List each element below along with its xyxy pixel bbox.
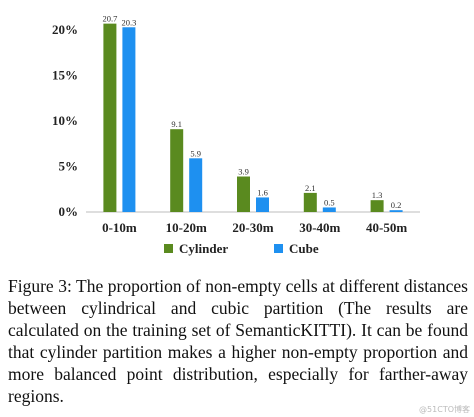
bar-cylinder bbox=[303, 192, 317, 212]
x-tick-label: 40-50m bbox=[366, 220, 407, 235]
bar-cylinder bbox=[237, 176, 250, 212]
y-tick-label: 20% bbox=[52, 22, 78, 37]
data-label: 5.9 bbox=[190, 148, 201, 158]
y-tick-label: 0% bbox=[59, 204, 79, 219]
bar-cube bbox=[189, 158, 203, 212]
data-label: 20.3 bbox=[121, 17, 136, 27]
x-tick-label: 20-30m bbox=[232, 220, 273, 235]
data-label: 2.1 bbox=[305, 183, 316, 193]
x-tick-label: 10-20m bbox=[166, 220, 207, 235]
y-tick-label: 15% bbox=[52, 68, 78, 83]
bar-cube bbox=[122, 27, 136, 212]
y-tick-label: 5% bbox=[59, 159, 79, 174]
data-label: 9.1 bbox=[171, 119, 182, 129]
legend-swatch-cylinder bbox=[164, 244, 173, 253]
x-tick-label: 0-10m bbox=[102, 220, 137, 235]
bar-cylinder bbox=[370, 200, 384, 212]
bar-cube bbox=[389, 210, 403, 212]
data-label: 1.6 bbox=[257, 187, 268, 197]
bar-cylinder bbox=[103, 23, 117, 212]
legend-label-cube: Cube bbox=[289, 241, 319, 256]
bar-chart: 0% 5% 10% 15% 20% 20.7 20.3 0-10m 9.1 5.9 10-20m 3.… bbox=[52, 14, 420, 256]
legend-label-cylinder: Cylinder bbox=[179, 241, 228, 256]
bar-cylinder bbox=[170, 129, 184, 212]
y-tick-label: 10% bbox=[52, 113, 78, 128]
data-label: 0.2 bbox=[391, 200, 402, 210]
x-tick-label: 30-40m bbox=[299, 220, 340, 235]
watermark: @51CTO博客 bbox=[419, 405, 470, 414]
data-label: 3.9 bbox=[238, 167, 249, 177]
legend-swatch-cube bbox=[274, 244, 283, 253]
figure-caption: Figure 3: The proportion of non-empty ce… bbox=[8, 276, 468, 406]
bar-cube bbox=[322, 207, 336, 212]
data-label: 0.5 bbox=[324, 197, 335, 207]
data-label: 20.7 bbox=[102, 14, 117, 24]
data-label: 1.3 bbox=[372, 190, 383, 200]
bar-cube bbox=[256, 197, 269, 212]
